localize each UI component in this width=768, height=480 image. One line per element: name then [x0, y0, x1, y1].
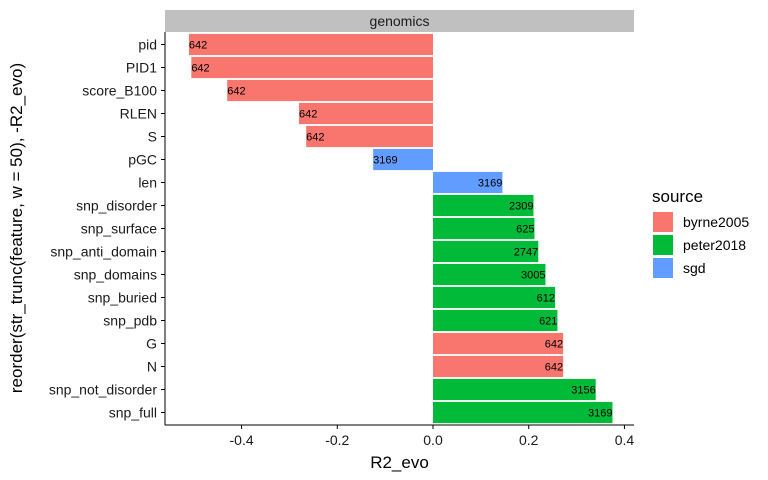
bar-count-label: 642	[299, 109, 317, 121]
x-axis-ticks: -0.4 -0.2 0.0 0.2 0.4	[230, 425, 635, 448]
bar-snp_full	[433, 401, 613, 424]
bar-count-label: 3169	[373, 155, 397, 167]
x-tick-label: 0.2	[519, 432, 539, 448]
facet-strip	[165, 10, 634, 32]
bar-count-label: 642	[545, 362, 563, 374]
bar-RLEN	[299, 102, 433, 125]
y-tick-label: PID1	[126, 60, 157, 76]
bar-count-label: 642	[306, 132, 324, 144]
bar-count-label: 642	[227, 86, 245, 98]
y-tick-label: S	[148, 129, 157, 145]
bar-count-label: 3169	[478, 178, 502, 190]
y-tick-label: score_B100	[82, 83, 157, 99]
bar-count-label: 642	[191, 63, 209, 75]
bar-count-label: 642	[545, 339, 563, 351]
legend-title: source	[652, 187, 703, 206]
bar-pid	[188, 33, 433, 56]
legend-label-peter2018: peter2018	[683, 237, 746, 253]
bar-N	[433, 355, 564, 378]
y-tick-label: snp_anti_domain	[50, 244, 157, 260]
bar-pGC	[373, 148, 433, 171]
y-tick-label: snp_full	[109, 405, 157, 421]
y-tick-label: snp_not_disorder	[49, 382, 158, 398]
bar-G	[433, 332, 564, 355]
bar-snp_disorder	[433, 194, 534, 217]
y-tick-label: snp_buried	[88, 290, 157, 306]
x-tick-label: 0.0	[423, 432, 443, 448]
bar-snp_surface	[433, 217, 535, 240]
y-tick-label: len	[138, 175, 157, 191]
bar-count-label: 3156	[571, 385, 595, 397]
y-axis-title: reorder(str_trunc(feature, w = 50), -R2_…	[7, 63, 26, 393]
y-tick-label: snp_disorder	[76, 198, 157, 214]
bar-count-label: 2747	[514, 247, 538, 259]
y-tick-label: snp_surface	[81, 221, 157, 237]
legend-label-sgd: sgd	[683, 260, 706, 276]
y-tick-label: G	[146, 336, 157, 352]
facet-title: genomics	[370, 13, 430, 29]
x-tick-label: -0.4	[230, 432, 254, 448]
legend-label-byrne2005: byrne2005	[683, 214, 749, 230]
y-tick-label: snp_pdb	[103, 313, 157, 329]
bar-snp_anti_domain	[433, 240, 539, 263]
y-tick-label: snp_domains	[74, 267, 157, 283]
x-axis-title: R2_evo	[370, 453, 429, 472]
bar-S	[306, 125, 433, 148]
bars-layer	[188, 33, 613, 424]
legend-items: byrne2005 peter2018 sgd	[653, 212, 749, 278]
bar-snp_domains	[433, 263, 546, 286]
legend: source byrne2005 peter2018 sgd	[652, 187, 749, 278]
y-tick-label: N	[147, 359, 157, 375]
legend-swatch-sgd	[653, 258, 673, 278]
bar-count-label: 621	[539, 316, 557, 328]
bar-count-label: 642	[189, 40, 207, 52]
x-tick-label: -0.2	[325, 432, 349, 448]
bar-count-label: 612	[537, 293, 555, 305]
bar-count-label: 2309	[509, 201, 533, 213]
bar-count-label: 625	[516, 224, 534, 236]
y-tick-label: RLEN	[120, 106, 157, 122]
x-tick-label: 0.4	[615, 432, 635, 448]
bar-len	[433, 171, 503, 194]
legend-swatch-peter2018	[653, 235, 673, 255]
bar-PID1	[191, 56, 433, 79]
bar-snp_pdb	[433, 309, 558, 332]
bar-labels-layer: 642 642 642 642 642 3169 3169 2309 625 2747 3005 61…	[189, 40, 613, 420]
bar-snp_not_disorder	[433, 378, 596, 401]
bar-count-label: 3005	[521, 270, 545, 282]
bar-score_B100	[227, 79, 433, 102]
bar-count-label: 3169	[588, 408, 612, 420]
y-tick-label: pGC	[128, 152, 157, 168]
legend-swatch-byrne2005	[653, 212, 673, 232]
bar-snp_buried	[433, 286, 556, 309]
y-tick-label: pid	[138, 37, 157, 53]
